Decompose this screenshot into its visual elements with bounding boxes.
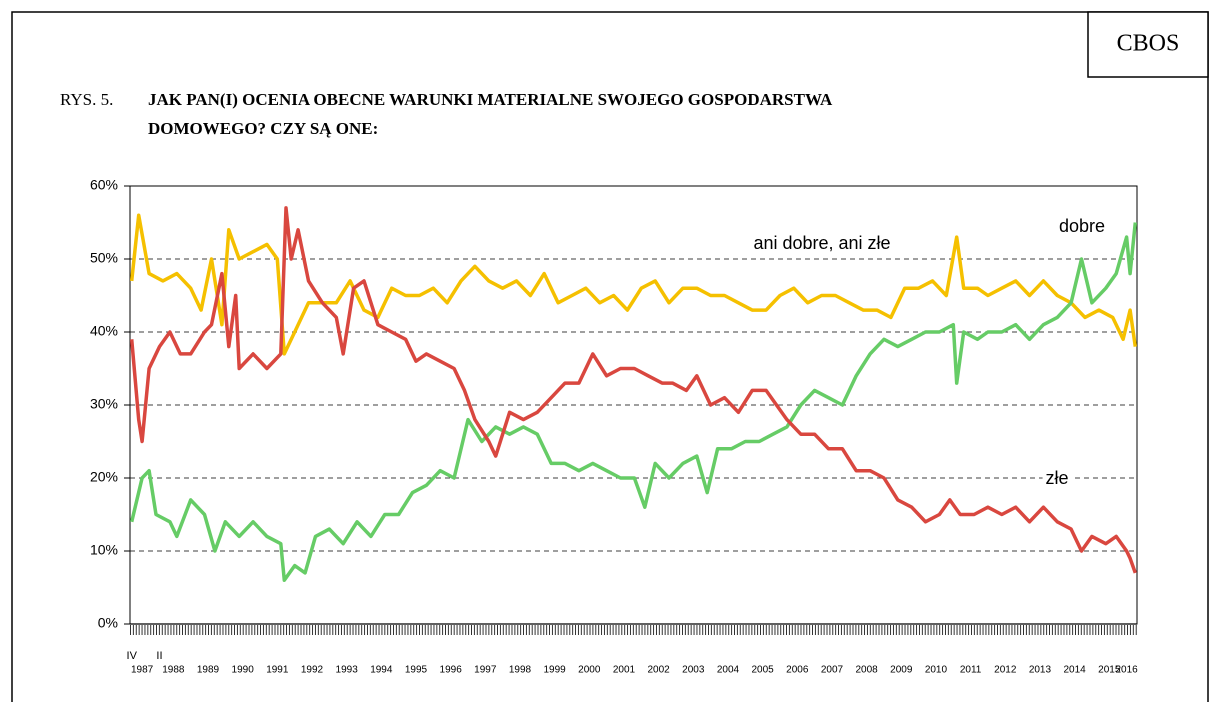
series-label-bg xyxy=(1058,216,1106,238)
x-tick-label: 1996 xyxy=(440,665,463,676)
x-tick-label: 2004 xyxy=(717,665,740,676)
x-tick-label: 1991 xyxy=(266,665,289,676)
y-tick-label: 30% xyxy=(90,396,118,412)
y-tick-label: 50% xyxy=(90,250,118,266)
x-tick-label: 1997 xyxy=(474,665,497,676)
x-tick-label: 2003 xyxy=(682,665,705,676)
x-tick-label: 2011 xyxy=(960,665,982,676)
x-tick-label: 1992 xyxy=(301,665,324,676)
x-tick-label: 2009 xyxy=(890,665,913,676)
x-tick-label: 2007 xyxy=(821,665,844,676)
x-tick-label: 2002 xyxy=(648,665,671,676)
x-tick-label: 2012 xyxy=(994,665,1017,676)
series-label: ani dobre, ani złe xyxy=(753,233,890,253)
y-tick-label: 20% xyxy=(90,469,118,485)
x-tick-label: 1999 xyxy=(544,665,567,676)
x-minor-label: II xyxy=(156,650,162,662)
x-tick-label: 1988 xyxy=(162,665,185,676)
y-tick-label: 0% xyxy=(98,615,118,631)
page-frame xyxy=(11,11,1209,702)
x-tick-label: 2010 xyxy=(925,665,948,676)
series-label-bg xyxy=(735,233,909,255)
badge: CBOS xyxy=(1117,31,1180,57)
series-label: złe xyxy=(1045,468,1068,488)
x-tick-label: 2013 xyxy=(1029,665,1052,676)
x-tick-label: 2014 xyxy=(1063,665,1086,676)
y-tick-label: 10% xyxy=(90,542,118,558)
x-minor-label: IV xyxy=(127,650,138,662)
series-label-bg xyxy=(1042,468,1072,490)
y-tick-label: 60% xyxy=(90,177,118,193)
series-label: dobre xyxy=(1059,216,1105,236)
x-tick-label: 2016 xyxy=(1115,665,1138,676)
x-tick-label: 1989 xyxy=(197,665,220,676)
title-prefix: RYS. 5. xyxy=(60,90,113,109)
x-tick-label: 1995 xyxy=(405,665,428,676)
x-tick-label: 1993 xyxy=(336,665,359,676)
x-tick-label: 2015 xyxy=(1098,665,1121,676)
x-tick-label: 1990 xyxy=(232,665,255,676)
y-tick-label: 40% xyxy=(90,323,118,339)
minor-ticks xyxy=(130,625,1137,635)
series-line xyxy=(129,222,1138,582)
title: JAK PAN(I) OCENIA OBECNE WARUNKI MATERIA… xyxy=(148,90,833,109)
title: DOMOWEGO? CZY SĄ ONE: xyxy=(148,119,378,138)
x-tick-label: 2000 xyxy=(578,665,601,676)
x-tick-label: 1998 xyxy=(509,665,532,676)
x-tick-label: 1994 xyxy=(370,665,393,676)
x-tick-label: 2006 xyxy=(786,665,809,676)
series-line xyxy=(129,213,1138,356)
x-tick-label: 2008 xyxy=(855,665,878,676)
x-tick-label: 2001 xyxy=(613,665,636,676)
x-tick-label: 1987 xyxy=(131,665,154,676)
badge-box xyxy=(1087,11,1209,78)
series-line xyxy=(129,206,1137,574)
x-tick-label: 2005 xyxy=(751,665,774,676)
